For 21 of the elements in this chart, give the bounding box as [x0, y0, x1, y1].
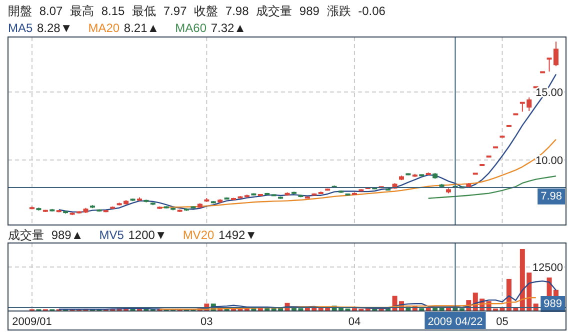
ref-line-label: 7.98: [540, 190, 562, 202]
text: MA20: [88, 21, 120, 35]
text: 1492▼: [218, 228, 258, 242]
x-tick-label: 03: [200, 316, 213, 328]
x-tick-label: 04: [348, 316, 361, 328]
y-tick-label: 12500: [532, 262, 563, 274]
chart-title: 開盤 8.07 最高 8.15 最低 7.97 收盤 7.98 成交量 989 漲跌 -0.06: [8, 4, 386, 18]
text: 8.28▼: [37, 21, 72, 35]
text: 8.21▲: [124, 21, 160, 35]
x-tick-label: 05: [496, 316, 508, 328]
text: MA60: [175, 21, 207, 35]
text: 7.32▲: [210, 21, 246, 35]
text: 1200▼: [128, 228, 167, 242]
ref-line-label: 989: [544, 298, 562, 310]
y-tick-label: 10.00: [535, 154, 563, 167]
chart-title: 成交量 989▲: [8, 228, 84, 242]
text: MV20: [182, 228, 214, 242]
x-tick-label: 2009/01: [12, 316, 52, 328]
text: MA5: [8, 21, 33, 35]
x-tick-label: 2009 04/22: [428, 316, 483, 328]
text: MV5: [99, 228, 124, 242]
